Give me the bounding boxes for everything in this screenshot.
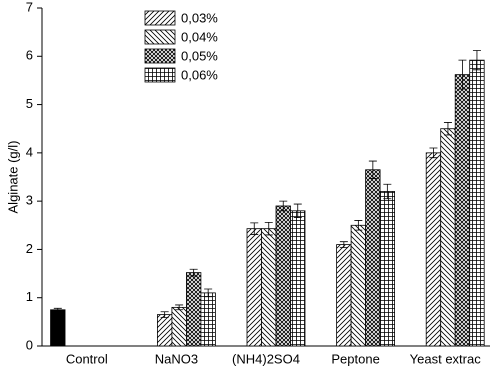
error-bar <box>53 307 62 312</box>
bar <box>365 169 381 347</box>
bar <box>440 128 456 347</box>
y-tick-label: 4 <box>26 144 33 159</box>
error-bar <box>250 222 259 235</box>
legend-label: 0,06% <box>181 67 218 82</box>
legend-swatch <box>144 67 176 83</box>
error-bar <box>279 200 288 212</box>
y-tick-label: 7 <box>26 0 33 14</box>
bar <box>200 292 216 347</box>
error-bar <box>383 183 392 200</box>
y-tick-label: 0 <box>26 337 33 352</box>
y-tick-label: 2 <box>26 241 33 256</box>
x-tick-label: Peptone <box>331 351 379 366</box>
legend-swatch <box>144 10 176 26</box>
legend-swatch <box>144 48 176 64</box>
bar <box>156 314 173 347</box>
y-tick-label: 1 <box>26 289 33 304</box>
error-bar <box>339 241 348 248</box>
legend-label: 0,05% <box>181 48 218 63</box>
error-bar <box>293 203 302 218</box>
bar <box>350 224 367 347</box>
bar <box>261 228 277 347</box>
y-axis-label: Alginate (g/l) <box>5 141 20 214</box>
error-bar <box>264 221 273 236</box>
error-bar <box>204 288 213 298</box>
error-bar <box>472 50 481 71</box>
x-tick-label: Control <box>66 351 108 366</box>
bar <box>290 210 306 347</box>
bar <box>171 306 187 347</box>
error-bar <box>160 311 169 318</box>
error-bar <box>354 220 363 231</box>
error-bar <box>189 268 198 277</box>
bar <box>336 244 352 347</box>
bar <box>50 309 66 347</box>
bar <box>469 59 485 347</box>
bar <box>246 228 262 347</box>
bar <box>425 152 442 347</box>
error-bar <box>443 122 452 136</box>
error-bar <box>458 59 467 90</box>
bar <box>379 191 396 347</box>
error-bar <box>429 147 438 159</box>
y-tick-label: 5 <box>26 96 33 111</box>
legend-swatch <box>144 29 176 45</box>
y-tick-label: 6 <box>26 48 33 63</box>
y-tick-label: 3 <box>26 193 33 208</box>
x-tick-label: NaNO3 <box>155 351 198 366</box>
error-bar <box>175 304 184 311</box>
bar <box>185 272 202 347</box>
x-tick-label: (NH4)2SO4 <box>232 351 300 366</box>
legend-label: 0,03% <box>181 10 218 25</box>
x-tick-label: Yeast extrac <box>410 351 482 366</box>
error-bar <box>368 160 377 179</box>
bar <box>275 205 291 347</box>
bar <box>454 74 471 347</box>
legend-label: 0,04% <box>181 29 218 44</box>
